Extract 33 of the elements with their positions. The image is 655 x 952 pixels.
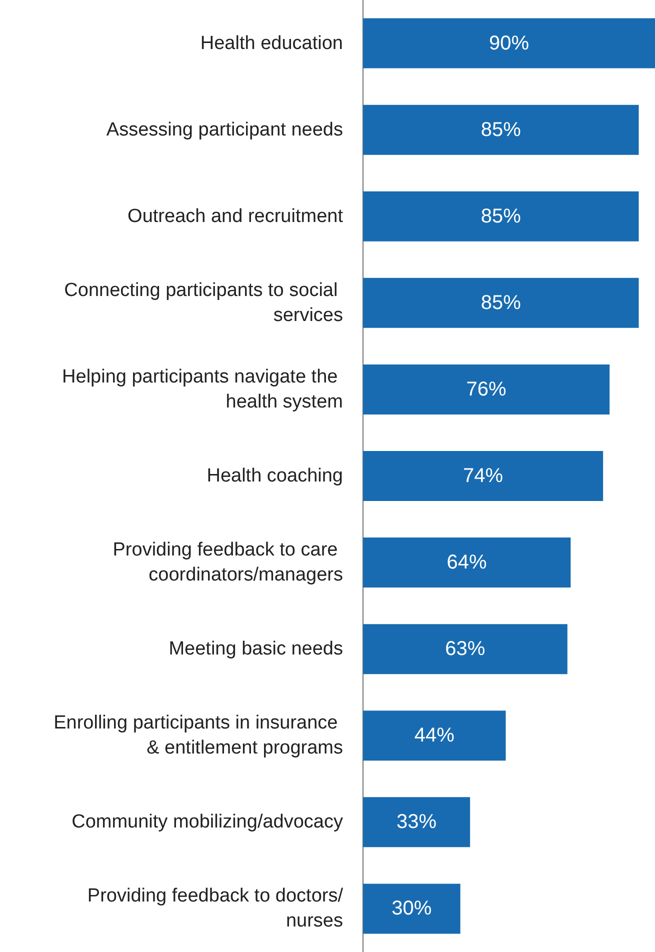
data-label: 63% [445, 638, 486, 660]
y-tick-label: Health coaching [206, 466, 343, 486]
bar [363, 451, 604, 501]
bar [363, 710, 506, 761]
bar [363, 18, 655, 68]
y-tick-label: Enrolling participants in insurance & entitlement programs [54, 712, 343, 759]
bar [363, 191, 639, 242]
y-tick-label: Community mobilizing/advocacy [72, 812, 344, 833]
data-label: 44% [414, 724, 455, 747]
bar [363, 538, 571, 588]
y-tick-label: Providing feedback to care coordinators/managers [112, 540, 343, 586]
bar [363, 278, 639, 328]
data-label: 74% [463, 465, 504, 487]
data-label: 85% [480, 205, 522, 228]
y-tick-label: Meeting basic needs [168, 638, 343, 660]
data-label: 33% [396, 811, 437, 834]
data-label: 90% [488, 32, 530, 54]
bar [363, 624, 568, 674]
data-label: 76% [466, 378, 507, 400]
bar [363, 104, 639, 155]
data-label: 85% [480, 292, 522, 314]
data-label: 64% [446, 552, 488, 574]
data-label: 30% [392, 898, 432, 920]
y-tick-label: Helping participants navigate the health system [62, 366, 343, 412]
y-tick-label: Connecting participants to social services [64, 280, 343, 326]
y-tick-label: Providing feedback to doctors/nurses [87, 886, 344, 932]
bar [363, 884, 460, 934]
y-tick-label: Outreach and recruitment [128, 206, 344, 227]
data-label: 85% [480, 118, 522, 141]
bar [363, 364, 610, 414]
y-tick-label: Assessing participant needs [106, 119, 343, 140]
bar [363, 797, 470, 848]
y-tick-label: Health education [200, 32, 343, 54]
